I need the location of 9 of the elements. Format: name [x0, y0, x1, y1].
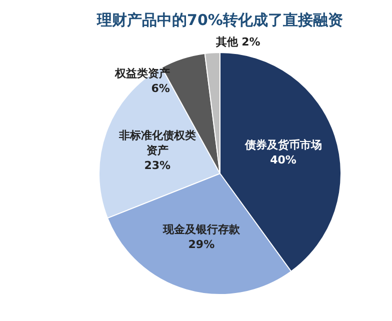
chart-title: 理财产品中的70%转化成了直接融资: [96, 10, 343, 29]
data-label: 23%: [144, 158, 171, 172]
slice-label: 其他 2%: [214, 36, 260, 49]
slice-label: 非标准化债权类资产: [118, 128, 196, 157]
slice-label: 现金及银行存款: [162, 222, 241, 236]
data-label: 6%: [151, 82, 170, 95]
data-label: 40%: [270, 153, 296, 166]
data-label: 29%: [188, 238, 215, 251]
slice-label: 债券及货币市场: [244, 138, 322, 152]
